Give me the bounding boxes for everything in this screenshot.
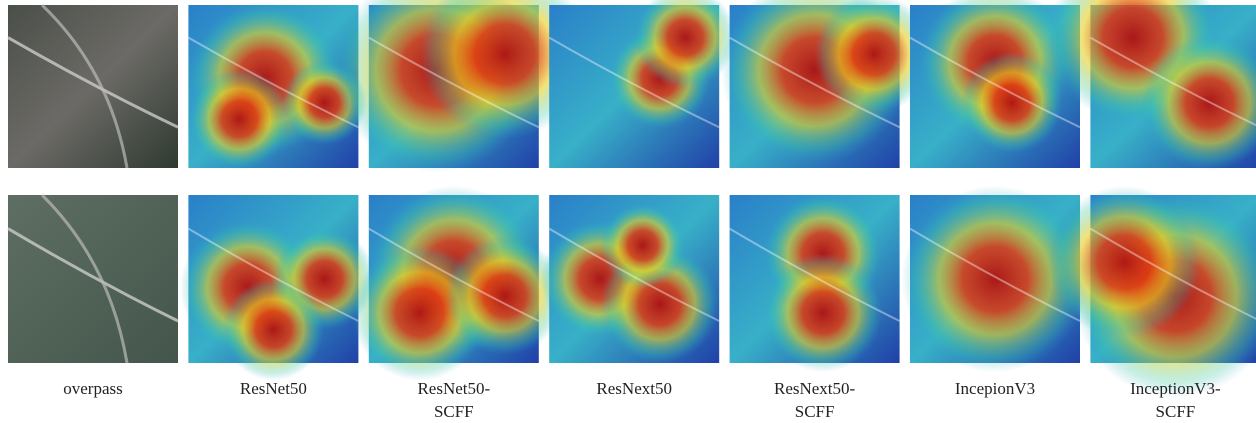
caption: overpass xyxy=(63,379,122,398)
image xyxy=(8,195,178,363)
caption: ResNext50 xyxy=(596,379,672,398)
page: overpass ResNet50 ResNet50- SCFF ResNext50 Re… xyxy=(0,0,1256,423)
image xyxy=(180,195,376,380)
caption: IncepionV3 xyxy=(955,379,1035,398)
heatmap-blob xyxy=(222,278,324,380)
image-grid: overpass ResNet50 ResNet50- SCFF ResNext50 Re… xyxy=(8,0,1256,421)
figure: overpass ResNet50 ResNet50- SCFF ResNext50 Re… xyxy=(0,0,1256,423)
heatmap-blob xyxy=(961,52,1063,154)
image xyxy=(549,0,736,168)
image xyxy=(721,0,934,168)
caption: InceptionV3- xyxy=(1130,379,1221,398)
caption: SCFF xyxy=(1156,402,1196,421)
image xyxy=(541,195,720,364)
image xyxy=(352,186,565,381)
caption: ResNet50- xyxy=(417,379,490,398)
heatmap-blob xyxy=(1048,186,1201,339)
caption: ResNext50- xyxy=(774,379,856,398)
image xyxy=(1048,186,1256,398)
caption: SCFF xyxy=(434,402,474,421)
heatmap-blob xyxy=(600,203,685,288)
caption: ResNet50 xyxy=(240,379,307,398)
heatmap-blob xyxy=(188,68,290,170)
photo xyxy=(8,5,178,168)
image xyxy=(8,5,178,168)
heatmap-blob xyxy=(764,253,883,372)
image xyxy=(730,194,900,372)
photo xyxy=(8,195,178,363)
caption: SCFF xyxy=(795,402,835,421)
